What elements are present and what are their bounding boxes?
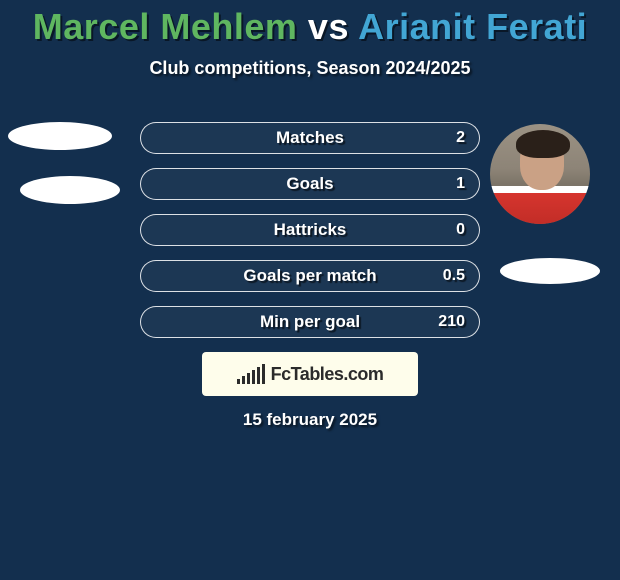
stat-row-hattricks: Hattricks 0 bbox=[140, 214, 480, 246]
stat-value-right: 210 bbox=[438, 313, 465, 331]
page-title: Marcel Mehlem vs Arianit Ferati bbox=[0, 0, 620, 48]
stat-value-right: 0 bbox=[456, 221, 465, 239]
stat-row-goals-per-match: Goals per match 0.5 bbox=[140, 260, 480, 292]
stat-label: Goals bbox=[141, 174, 479, 194]
player2-shape bbox=[500, 258, 600, 284]
stat-row-min-per-goal: Min per goal 210 bbox=[140, 306, 480, 338]
comparison-card: Marcel Mehlem vs Arianit Ferati Club com… bbox=[0, 0, 620, 580]
brand-text: FcTables.com bbox=[271, 364, 384, 385]
date-label: 15 february 2025 bbox=[0, 410, 620, 430]
player1-shape-2 bbox=[20, 176, 120, 204]
title-vs: vs bbox=[308, 6, 349, 47]
stat-label: Hattricks bbox=[141, 220, 479, 240]
stat-label: Goals per match bbox=[141, 266, 479, 286]
stat-label: Min per goal bbox=[141, 312, 479, 332]
stat-label: Matches bbox=[141, 128, 479, 148]
title-player2: Arianit Ferati bbox=[358, 6, 587, 47]
stat-value-right: 0.5 bbox=[443, 267, 465, 285]
stat-row-matches: Matches 2 bbox=[140, 122, 480, 154]
stat-value-right: 1 bbox=[456, 175, 465, 193]
title-player1: Marcel Mehlem bbox=[33, 6, 298, 47]
player1-shape-1 bbox=[8, 122, 112, 150]
brand-bars-icon bbox=[237, 364, 265, 384]
player2-avatar bbox=[490, 124, 590, 224]
stat-value-right: 2 bbox=[456, 129, 465, 147]
stats-list: Matches 2 Goals 1 Hattricks 0 Goals per … bbox=[140, 122, 480, 352]
stat-row-goals: Goals 1 bbox=[140, 168, 480, 200]
avatar-jersey bbox=[490, 186, 590, 224]
brand-plate: FcTables.com bbox=[202, 352, 418, 396]
avatar-hair bbox=[516, 130, 570, 158]
subtitle: Club competitions, Season 2024/2025 bbox=[0, 58, 620, 79]
